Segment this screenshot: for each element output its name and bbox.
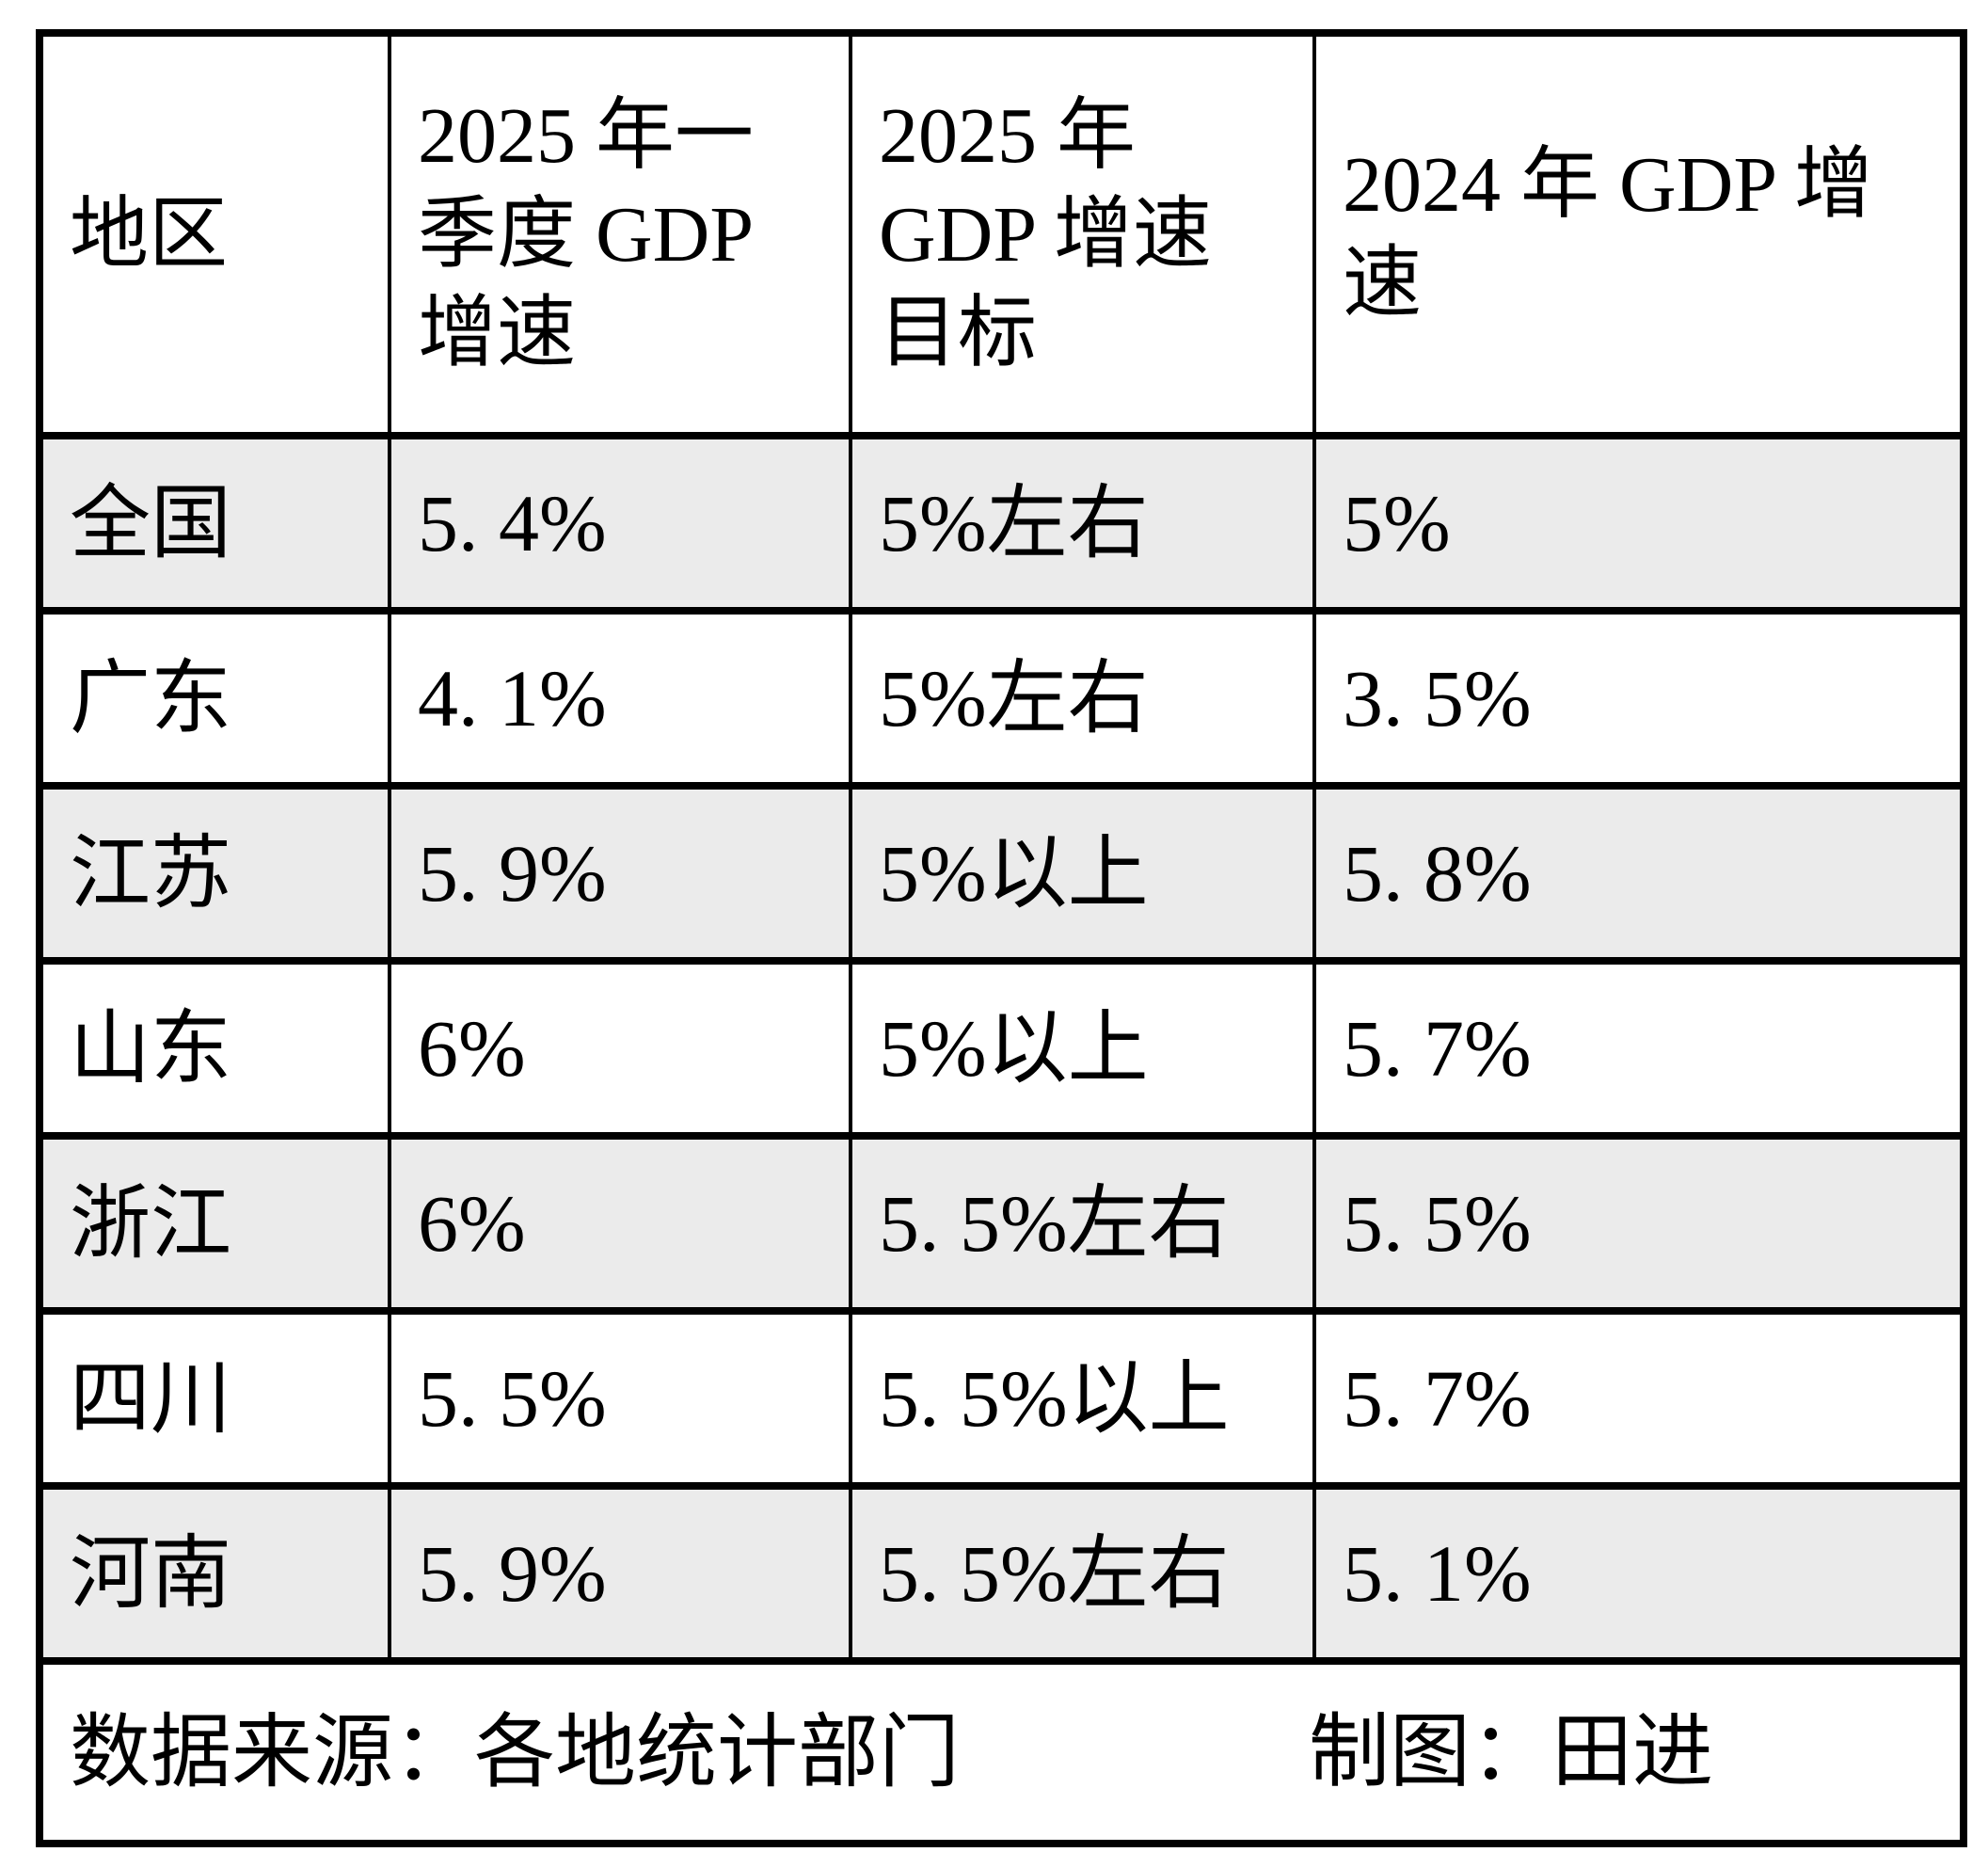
footer-cell: 数据来源：各地统计部门 制图：田进 (38, 1657, 1964, 1844)
chart-credit-label: 制图：田进 (1309, 1706, 1713, 1797)
target-2025-cell: 5%以上 (849, 782, 1314, 961)
target-2025-cell: 5%左右 (849, 432, 1314, 611)
column-header-region: 地区 (38, 29, 390, 436)
table-row: 河南 5. 9% 5. 5%左右 5. 1% (38, 1482, 1964, 1661)
table-row: 浙江 6% 5. 5%左右 5. 5% (38, 1132, 1964, 1311)
gdp-2024-cell: 3. 5% (1312, 607, 1964, 786)
region-cell: 全国 (38, 432, 390, 611)
target-2025-cell: 5. 5%左右 (849, 1132, 1314, 1311)
q1-2025-cell: 6% (388, 957, 851, 1136)
target-2025-cell: 5. 5%以上 (849, 1307, 1314, 1486)
gdp-2024-cell: 5. 8% (1312, 782, 1964, 961)
gdp-2024-cell: 5. 1% (1312, 1482, 1964, 1661)
region-cell: 山东 (38, 957, 390, 1136)
table-footer: 数据来源：各地统计部门 制图：田进 (38, 1657, 1964, 1844)
region-cell: 浙江 (38, 1132, 390, 1311)
column-header-q1-2025: 2025 年一 季度 GDP 增速 (388, 29, 851, 436)
column-header-gdp-2024: 2024 年 GDP 增 速 (1312, 29, 1964, 436)
q1-2025-cell: 6% (388, 1132, 851, 1311)
table-row: 四川 5. 5% 5. 5%以上 5. 7% (38, 1307, 1964, 1486)
gdp-growth-table: 地区 2025 年一 季度 GDP 增速 2025 年 GDP 增速 目标 20… (36, 29, 1967, 1847)
region-cell: 四川 (38, 1307, 390, 1486)
data-source-label: 数据来源：各地统计部门 (70, 1706, 960, 1797)
region-cell: 河南 (38, 1482, 390, 1661)
q1-2025-cell: 5. 9% (388, 782, 851, 961)
gdp-2024-cell: 5. 7% (1312, 1307, 1964, 1486)
column-header-target-2025: 2025 年 GDP 增速 目标 (849, 29, 1314, 436)
table-body: 全国 5. 4% 5%左右 5% 广东 4. 1% 5%左右 3. 5% 江苏 … (38, 432, 1964, 1661)
target-2025-cell: 5%以上 (849, 957, 1314, 1136)
q1-2025-cell: 5. 4% (388, 432, 851, 611)
table-row: 江苏 5. 9% 5%以上 5. 8% (38, 782, 1964, 961)
gdp-2024-cell: 5. 5% (1312, 1132, 1964, 1311)
q1-2025-cell: 5. 5% (388, 1307, 851, 1486)
target-2025-cell: 5. 5%左右 (849, 1482, 1314, 1661)
table-row: 全国 5. 4% 5%左右 5% (38, 432, 1964, 611)
table-row: 山东 6% 5%以上 5. 7% (38, 957, 1964, 1136)
q1-2025-cell: 4. 1% (388, 607, 851, 786)
region-cell: 江苏 (38, 782, 390, 961)
header-row: 地区 2025 年一 季度 GDP 增速 2025 年 GDP 增速 目标 20… (38, 29, 1964, 436)
region-cell: 广东 (38, 607, 390, 786)
footer-row: 数据来源：各地统计部门 制图：田进 (38, 1657, 1964, 1844)
q1-2025-cell: 5. 9% (388, 1482, 851, 1661)
table-header: 地区 2025 年一 季度 GDP 增速 2025 年 GDP 增速 目标 20… (38, 29, 1964, 436)
gdp-2024-cell: 5% (1312, 432, 1964, 611)
table-row: 广东 4. 1% 5%左右 3. 5% (38, 607, 1964, 786)
target-2025-cell: 5%左右 (849, 607, 1314, 786)
gdp-2024-cell: 5. 7% (1312, 957, 1964, 1136)
